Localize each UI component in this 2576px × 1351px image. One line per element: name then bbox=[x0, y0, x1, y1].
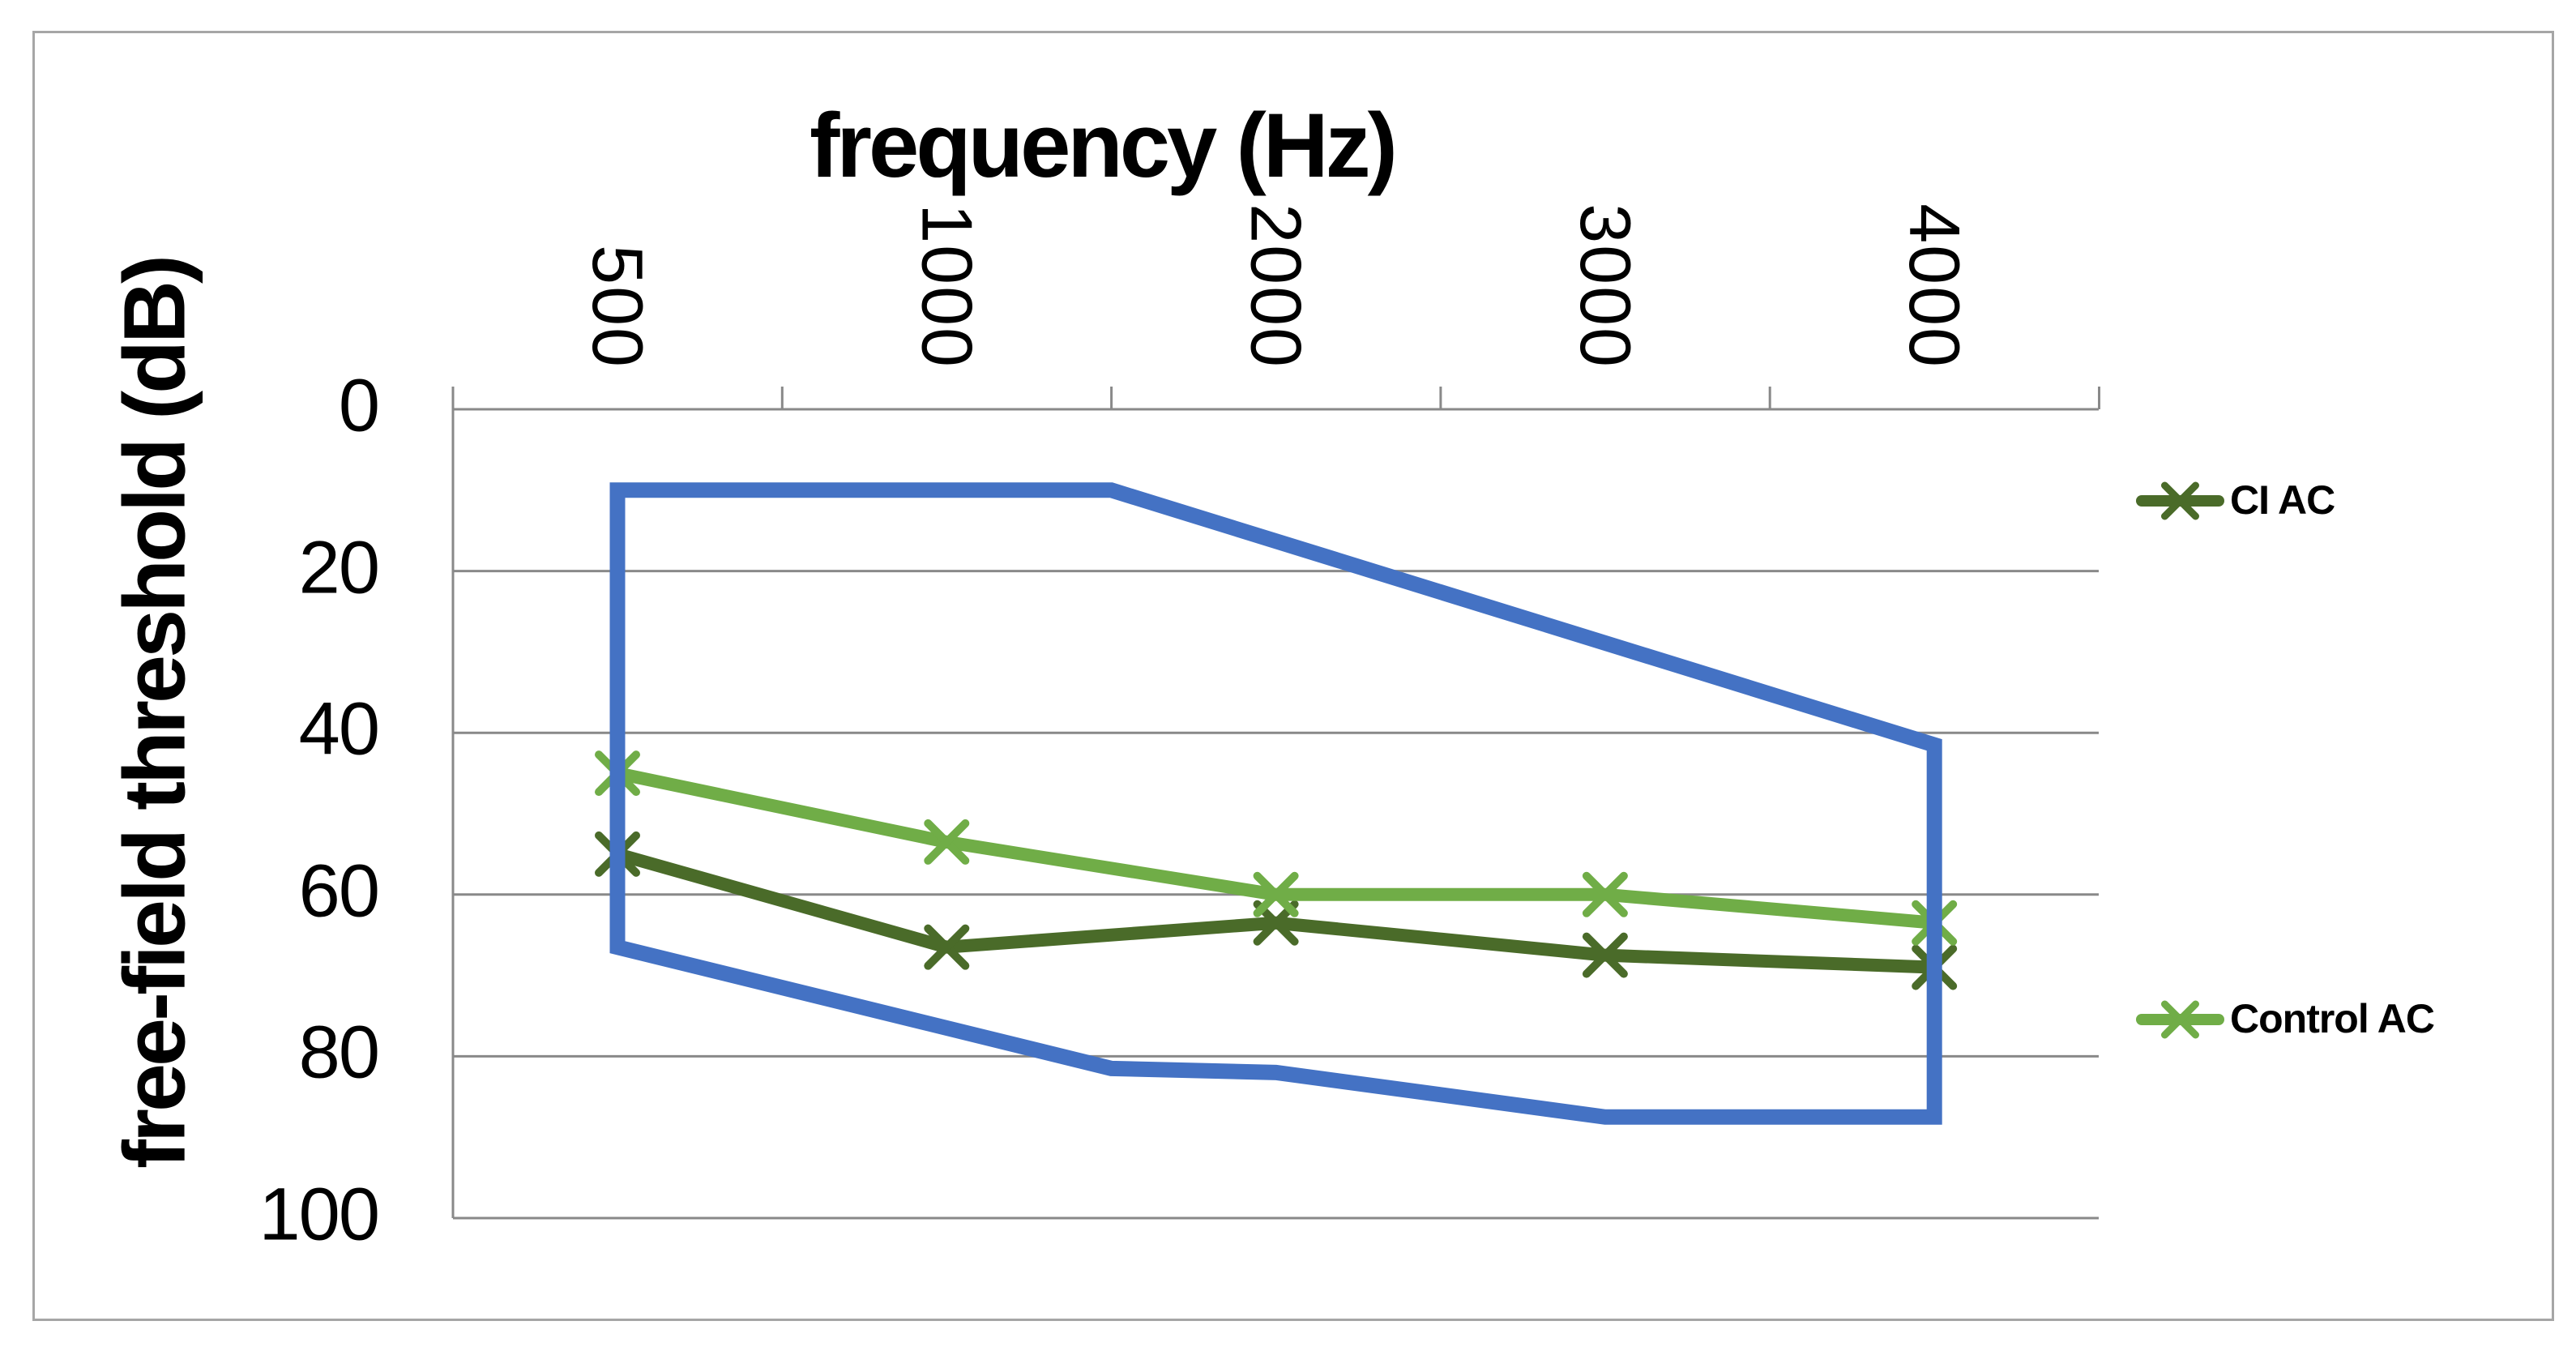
y-tick-label-60: 60 bbox=[298, 849, 380, 933]
marker-x-control-ac bbox=[1582, 871, 1628, 917]
reference-region-outline bbox=[609, 482, 1942, 1125]
legend-swatch-marker-ci-ac bbox=[2161, 481, 2199, 520]
y-tick-label-40: 40 bbox=[298, 687, 380, 771]
legend-swatch-marker-control-ac bbox=[2161, 1000, 2199, 1039]
y-tick-label-80: 80 bbox=[298, 1011, 380, 1094]
series-line-control-ac bbox=[616, 767, 1935, 930]
marker-x-control-ac bbox=[924, 819, 970, 865]
x-tick-label-500: 500 bbox=[578, 245, 658, 369]
y-tick-label-100: 100 bbox=[258, 1173, 381, 1256]
x-tick-label-2000: 2000 bbox=[1236, 203, 1317, 369]
y-tick-label-0: 0 bbox=[338, 364, 380, 447]
marker-x-ci-ac bbox=[1582, 932, 1628, 978]
marker-x-control-ac bbox=[1253, 871, 1299, 917]
chart-outer-border bbox=[32, 31, 2554, 1321]
x-tick-label-4000: 4000 bbox=[1895, 203, 1976, 369]
y-tick-label-20: 20 bbox=[298, 525, 380, 609]
x-tick-label-3000: 3000 bbox=[1565, 203, 1646, 369]
x-axis-title: frequency (Hz) bbox=[810, 95, 1398, 196]
marker-x-ci-ac bbox=[924, 924, 970, 970]
legend-label-ci-ac: CI AC bbox=[2230, 477, 2335, 523]
x-tick-label-1000: 1000 bbox=[907, 203, 988, 369]
legend-label-control-ac: Control AC bbox=[2230, 995, 2435, 1041]
